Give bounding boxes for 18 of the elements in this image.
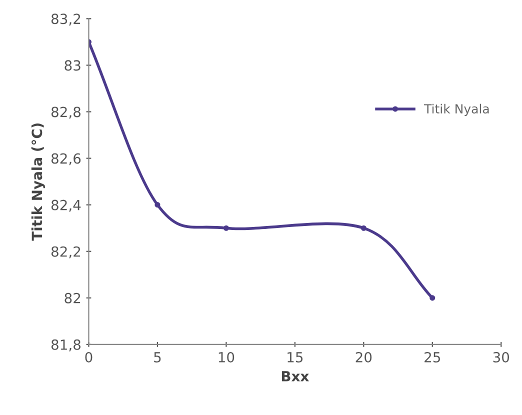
x-tick-label: 10: [218, 352, 234, 362]
y-axis-title: Titik Nyala (°C): [31, 123, 45, 241]
x-tick-label: 15: [288, 352, 303, 362]
y-tick-label: 83,2: [51, 14, 80, 26]
y-tick-label: 81,8: [51, 339, 80, 352]
y-tick-label: 83: [64, 60, 80, 71]
y-tick-label: 82,4: [51, 200, 81, 212]
x-axis-title: Bxx: [282, 371, 309, 382]
y-tick-label: 82,2: [51, 246, 80, 258]
x-tick-label: 5: [154, 352, 161, 362]
x-tick-label: 20: [356, 352, 372, 362]
x-tick-label: 0: [85, 352, 92, 362]
y-tick-label: 82: [64, 292, 80, 304]
x-tick-label: 30: [493, 352, 510, 362]
y-tick-label: 82,8: [51, 106, 80, 119]
y-tick-label: 82,6: [51, 153, 81, 166]
legend-label: Titik Nyala: [424, 104, 489, 116]
x-tick-label: 25: [424, 352, 440, 362]
